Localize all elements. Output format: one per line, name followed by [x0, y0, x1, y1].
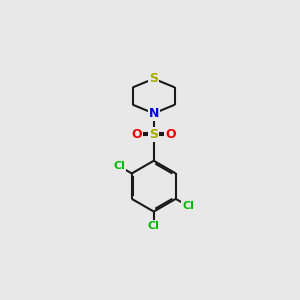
Text: O: O [165, 128, 176, 141]
Text: N: N [148, 107, 159, 120]
Text: Cl: Cl [113, 161, 125, 171]
Text: Cl: Cl [148, 221, 160, 231]
Text: S: S [149, 128, 158, 141]
Text: O: O [132, 128, 142, 141]
Text: S: S [149, 72, 158, 85]
Text: Cl: Cl [182, 201, 194, 211]
